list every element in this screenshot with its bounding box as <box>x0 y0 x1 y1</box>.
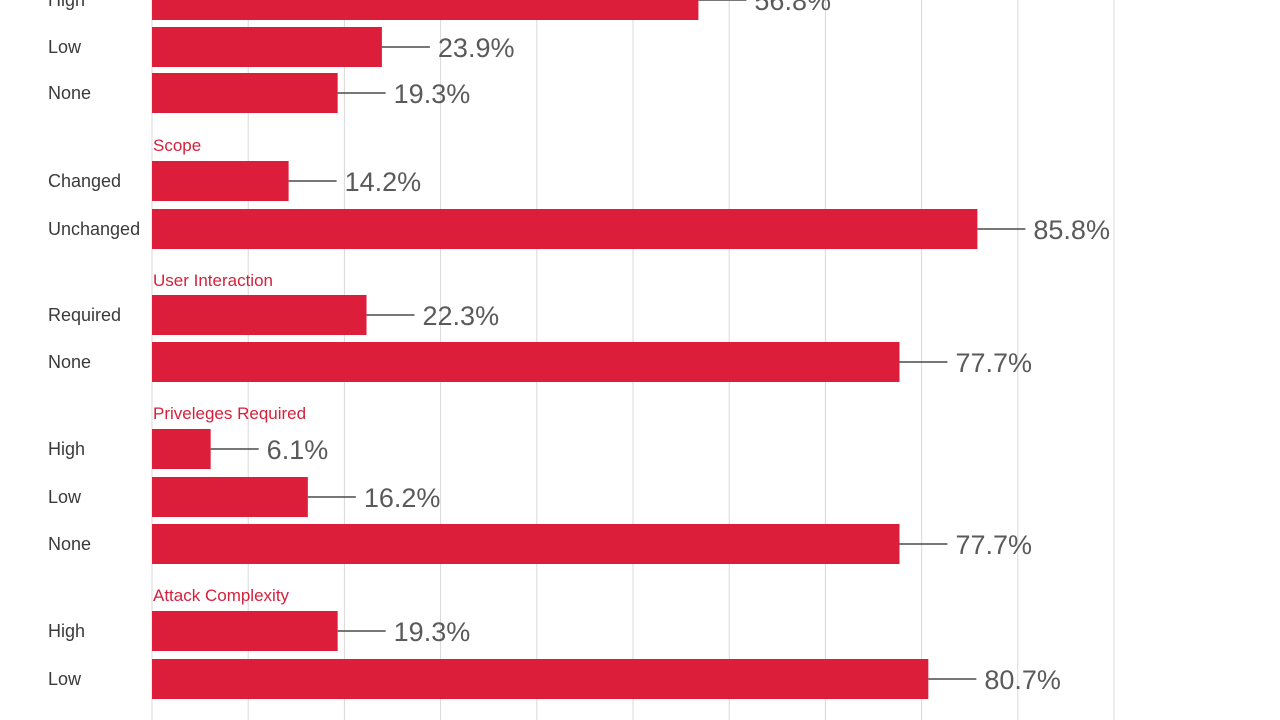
group-title: User Interaction <box>153 271 273 290</box>
category-label: Required <box>48 305 121 325</box>
bar <box>152 209 978 249</box>
category-label: Low <box>48 487 82 507</box>
category-label: None <box>48 83 91 103</box>
bar <box>152 295 367 335</box>
bar <box>152 73 338 113</box>
category-label: None <box>48 352 91 372</box>
value-label: 56.8% <box>754 0 831 16</box>
category-label: High <box>48 439 85 459</box>
bar <box>152 342 900 382</box>
value-label: 80.7% <box>984 665 1061 695</box>
category-label: None <box>48 534 91 554</box>
group-title: Priveleges Required <box>153 404 306 423</box>
category-label: Low <box>48 669 82 689</box>
bar <box>152 161 289 201</box>
bar <box>152 0 699 20</box>
bar <box>152 659 929 699</box>
bar <box>152 524 900 564</box>
value-label: 22.3% <box>423 301 500 331</box>
value-label: 77.7% <box>955 530 1032 560</box>
group-title: Attack Complexity <box>153 586 290 605</box>
bar <box>152 611 338 651</box>
value-label: 19.3% <box>394 617 471 647</box>
value-label: 23.9% <box>438 33 515 63</box>
value-label: 19.3% <box>394 79 471 109</box>
value-label: 14.2% <box>345 167 422 197</box>
bars <box>152 0 978 699</box>
group-title: Scope <box>153 136 201 155</box>
bar <box>152 429 211 469</box>
category-label: Changed <box>48 171 121 191</box>
category-label: Low <box>48 37 82 57</box>
bar <box>152 27 382 67</box>
labels: High 56.8% Low 23.9% None 19.3% Scope Changed 14… <box>48 0 1110 695</box>
category-label: High <box>48 621 85 641</box>
value-label: 16.2% <box>364 483 441 513</box>
category-label: Unchanged <box>48 219 140 239</box>
bar <box>152 477 308 517</box>
value-label: 85.8% <box>1033 215 1110 245</box>
value-label: 77.7% <box>955 348 1032 378</box>
category-label: High <box>48 0 85 10</box>
value-label: 6.1% <box>267 435 329 465</box>
